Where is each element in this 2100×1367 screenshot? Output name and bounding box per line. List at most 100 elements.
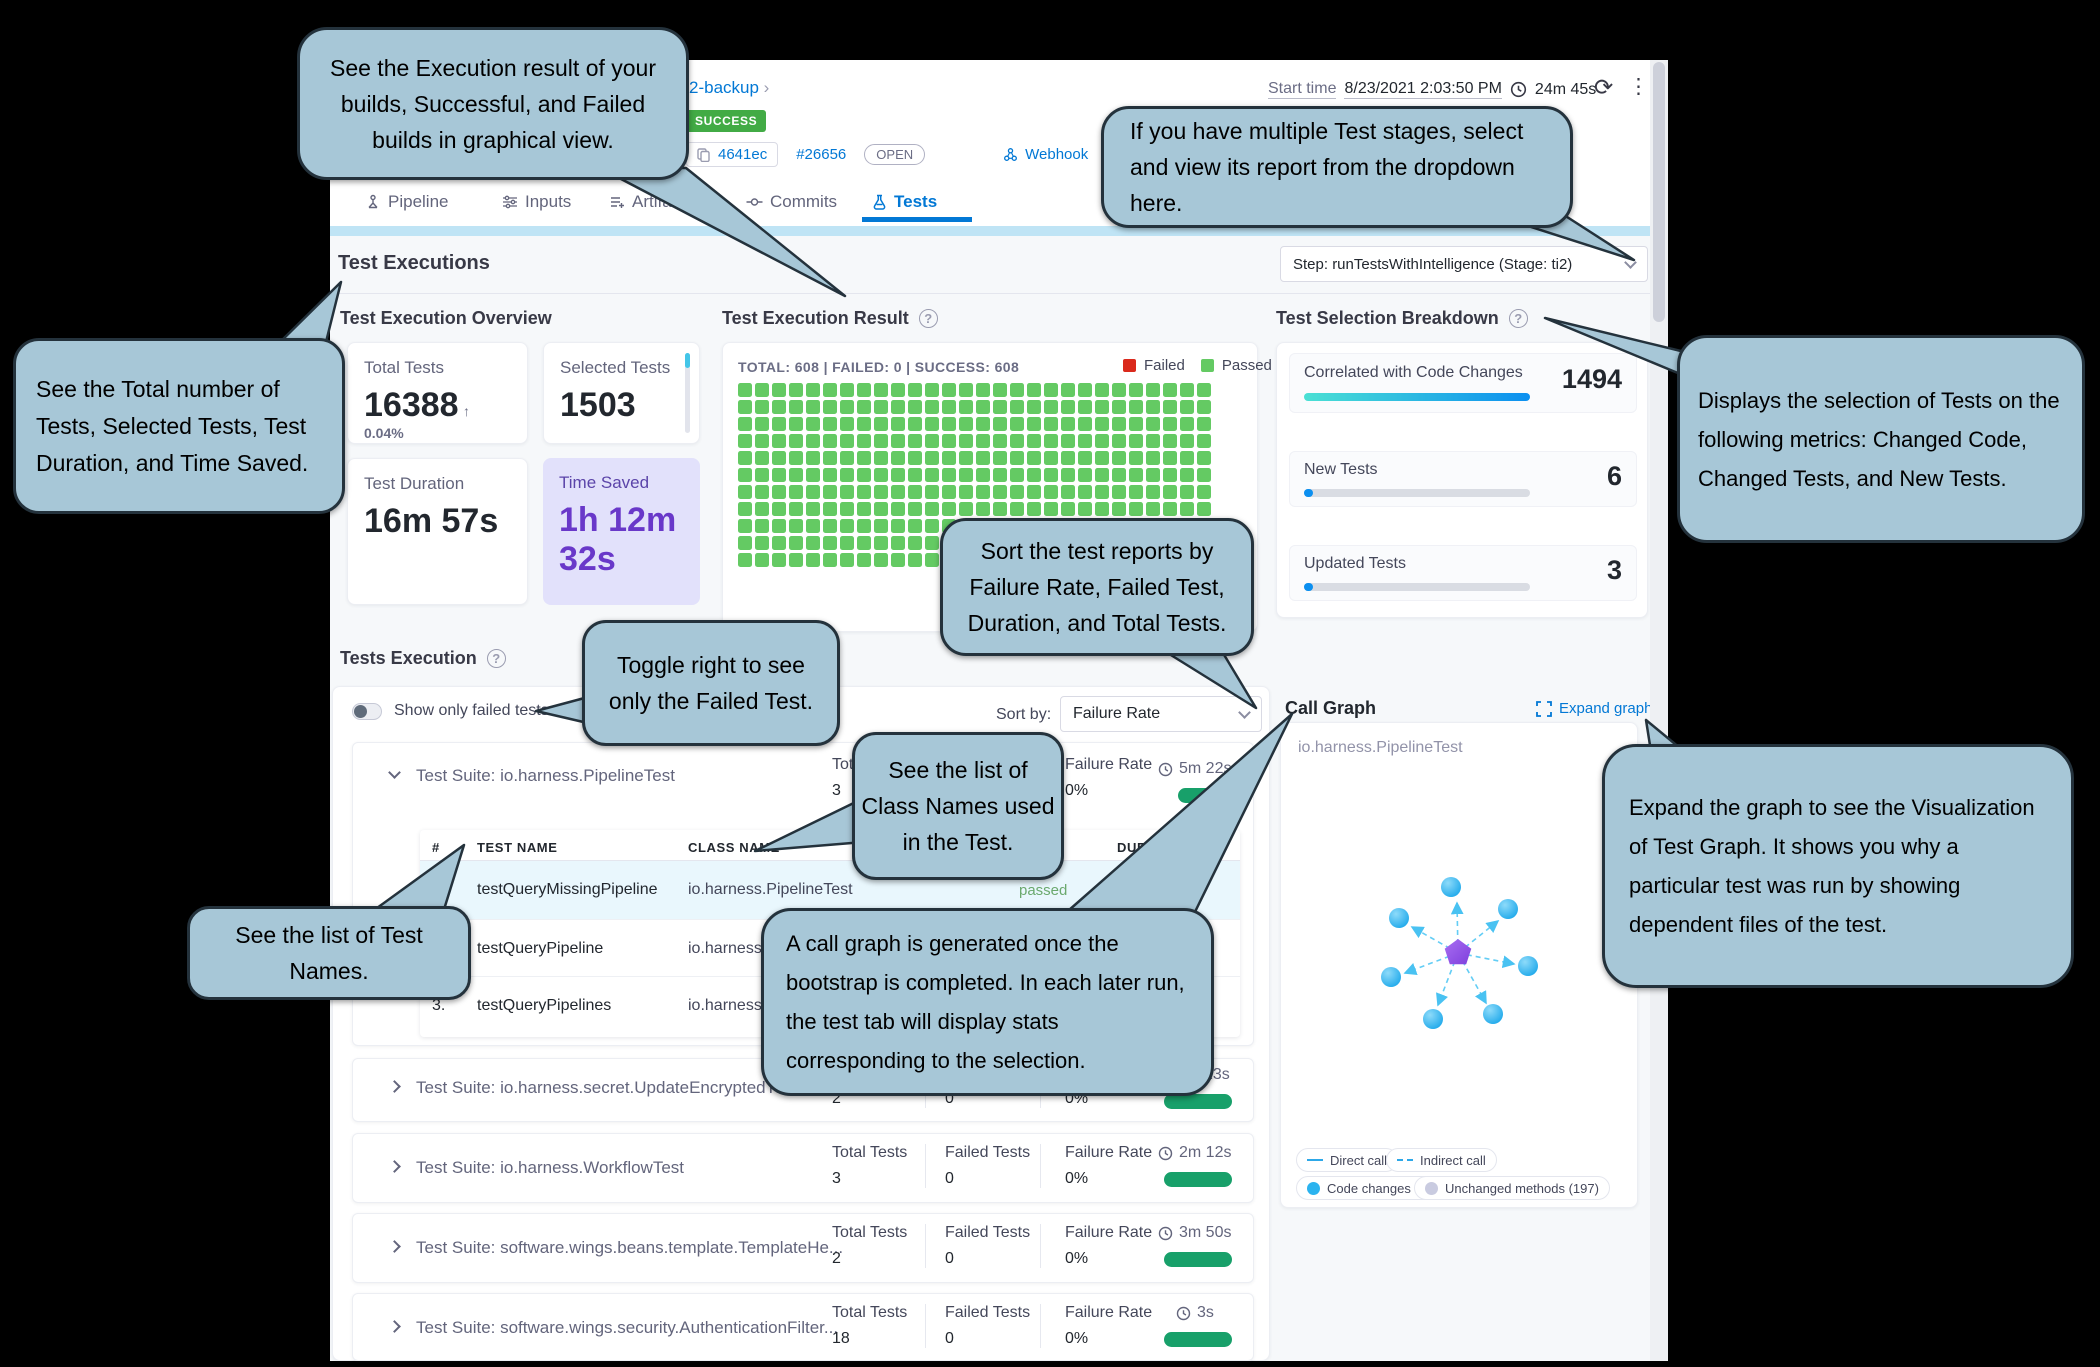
divider	[1040, 1224, 1041, 1268]
callout-toggle: Toggle right to see only the Failed Test…	[582, 620, 840, 746]
tests-execution-title: Tests Execution?	[340, 648, 506, 669]
time-saved-card: Time Saved 1h 12m 32s	[543, 458, 700, 605]
row-result: passed	[1019, 882, 1068, 899]
suite-duration-text: 5m 22s	[1179, 760, 1232, 777]
time-saved-value: 1h 12m 32s	[559, 501, 677, 579]
info-icon[interactable]: ?	[918, 309, 938, 328]
row-num: 3.	[432, 997, 446, 1014]
passed-swatch	[1200, 359, 1214, 372]
kebab-menu-icon[interactable]: ⋮	[1628, 75, 1649, 98]
scrollbar-track[interactable]	[1650, 60, 1668, 1361]
breakdown-value: 6	[1606, 461, 1622, 491]
commits-icon	[746, 198, 763, 206]
suite-failed-value: 0	[945, 1170, 954, 1187]
suite-card[interactable]	[352, 1133, 1254, 1203]
suite-rate-label: Failure Rate	[1065, 1144, 1153, 1161]
call-graph-visualization[interactable]	[1301, 831, 1621, 1071]
callout-class-names: See the list of Class Names used in the …	[852, 732, 1064, 880]
breakdown-section-title: Test Selection Breakdown?	[1276, 308, 1528, 329]
suite-title[interactable]: Test Suite: io.harness.secret.UpdateEncr…	[416, 1078, 828, 1097]
overview-section-title: Test Execution Overview	[340, 308, 552, 328]
breakdown-item: Updated Tests 3	[1289, 545, 1637, 601]
code-change-nodes[interactable]	[1381, 877, 1538, 1029]
breakdown-bar	[1304, 583, 1530, 591]
suite-title[interactable]: Test Suite: software.wings.beans.templat…	[416, 1238, 844, 1257]
call-graph-title: Call Graph	[1285, 698, 1377, 718]
suite-title[interactable]: Test Suite: io.harness.WorkflowTest	[416, 1158, 685, 1177]
mini-scrollbar-thumb[interactable]	[685, 353, 690, 368]
callout-text: See the Total number of Tests, Selected …	[36, 375, 309, 476]
suite-rate-value: 0%	[1065, 1330, 1089, 1347]
start-time-value: 8/23/2021 2:03:50 PM	[1344, 80, 1502, 99]
suite-failed-value: 0	[945, 1330, 954, 1347]
expand-graph-label[interactable]: Expand graph	[1559, 700, 1653, 717]
breadcrumb-link[interactable]: 2-backup	[689, 78, 759, 97]
expand-graph-button[interactable]: Expand graph	[1536, 700, 1652, 717]
trigger-block[interactable]: Webhook	[1003, 146, 1088, 163]
mini-scrollbar-track[interactable]	[685, 353, 690, 433]
clock-icon	[1176, 1306, 1191, 1320]
clock-icon	[1510, 81, 1527, 98]
breakdown-bar	[1304, 393, 1530, 401]
total-tests-value: 16388	[364, 386, 459, 424]
commit-row: 4641ec #26656 OPEN Webhook	[686, 142, 1088, 167]
stage-selector-dropdown[interactable]: Step: runTestsWithIntelligence (Stage: t…	[1280, 246, 1648, 282]
central-test-node[interactable]	[1444, 939, 1472, 965]
suite-rate-label: Failure Rate	[1065, 1304, 1153, 1321]
sort-dropdown[interactable]: Failure Rate	[1060, 696, 1262, 732]
suite-title[interactable]: Test Suite: io.harness.PipelineTest	[416, 766, 675, 785]
breakdown-value: 3	[1606, 555, 1622, 585]
info-icon[interactable]: ?	[486, 649, 506, 668]
suite-rate-value: 0%	[1065, 1250, 1089, 1267]
callout-expand-graph: Expand the graph to see the Visualizatio…	[1602, 744, 2074, 988]
test-duration-value: 16m 57s	[364, 502, 499, 540]
commit-sha[interactable]: 4641ec	[718, 146, 768, 163]
start-time-label: Start time	[1268, 80, 1337, 99]
trigger-label[interactable]: Webhook	[1025, 146, 1089, 163]
passed-legend-label: Passed	[1221, 357, 1272, 374]
refresh-icon[interactable]: ⟳	[1594, 74, 1614, 100]
suite-title[interactable]: Test Suite: software.wings.security.Auth…	[416, 1318, 839, 1337]
breadcrumb[interactable]: 2-backup ›	[689, 78, 769, 98]
page-title: Test Executions	[338, 252, 490, 274]
breakdown-value: 1494	[1561, 364, 1622, 394]
callout-execution-result: See the Execution result of your builds,…	[297, 27, 689, 180]
divider	[330, 293, 1650, 294]
dashed-line-icon	[1397, 1159, 1413, 1161]
failed-only-toggle[interactable]	[352, 702, 382, 720]
commit-box[interactable]: 4641ec	[686, 142, 779, 167]
status-badge: SUCCESS	[686, 110, 767, 132]
artifacts-icon	[611, 197, 624, 208]
info-icon[interactable]: ?	[1508, 309, 1528, 328]
scrollbar-thumb[interactable]	[1653, 62, 1665, 322]
blue-dot-icon	[1307, 1181, 1320, 1195]
breakdown-label: New Tests	[1304, 461, 1378, 478]
legend-direct-call: Direct call	[1296, 1148, 1399, 1172]
breakdown-section-label: Test Selection Breakdown	[1276, 308, 1499, 328]
suite-total-label: Total Tests	[832, 1224, 908, 1241]
suite-duration-pill	[1164, 1094, 1232, 1109]
tab-pipeline[interactable]: Pipeline	[365, 192, 449, 212]
callout-text: See the Execution result of your builds,…	[329, 54, 657, 153]
suite-duration-text: 2m 12s	[1179, 1144, 1232, 1161]
tab-tests[interactable]: Tests	[872, 192, 937, 212]
total-tests-card: Total Tests 16388 ↑ 0.04%	[347, 342, 528, 444]
total-tests-delta: ↑ 0.04%	[364, 403, 470, 441]
suite-duration: 2m 12s	[1158, 1144, 1231, 1162]
divider	[420, 860, 1240, 861]
build-number[interactable]: #26656	[796, 146, 847, 163]
suite-total-label: Total Tests	[832, 1304, 908, 1321]
suite-card[interactable]	[352, 1213, 1254, 1283]
failed-toggle-row: Show only failed tests	[352, 702, 549, 720]
suite-failed-label: Failed Tests	[945, 1144, 1031, 1161]
suite-total-value: 3	[832, 782, 841, 799]
callout-text: Sort the test reports by Failure Rate, F…	[967, 538, 1227, 636]
webhook-icon	[1004, 148, 1018, 161]
legend-label: Indirect call	[1420, 1152, 1486, 1168]
sort-value: Failure Rate	[1073, 705, 1161, 722]
tab-inputs[interactable]: Inputs	[502, 192, 571, 212]
suite-card[interactable]	[352, 1293, 1254, 1361]
pipeline-icon	[368, 194, 378, 209]
tab-commits[interactable]: Commits	[746, 192, 837, 212]
